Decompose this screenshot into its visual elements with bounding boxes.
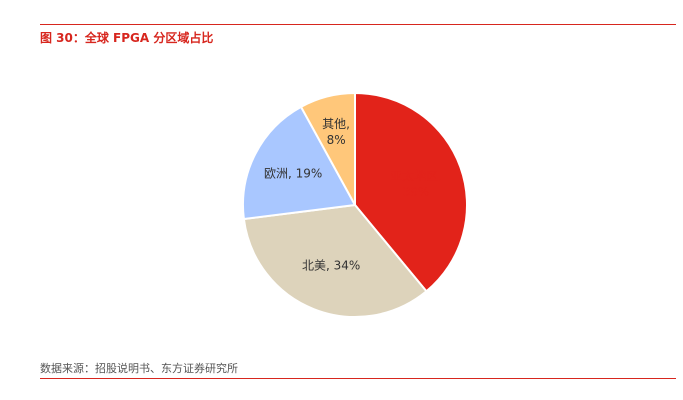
pie-label-0: 亚太地区, 39%	[390, 168, 442, 199]
bottom-rule	[40, 378, 676, 379]
pie-slice-3	[299, 91, 356, 206]
pie-slice-1	[242, 203, 428, 319]
pie-label-2: 欧洲, 19%	[264, 167, 322, 181]
pie-label-1: 北美, 34%	[302, 258, 360, 272]
top-rule	[40, 24, 676, 25]
figure-title: 图 30：全球 FPGA 分区域占比	[40, 31, 214, 45]
pie-slice-2	[242, 105, 357, 221]
pie-slices	[242, 91, 468, 319]
source-note: 数据来源：招股说明书、东方证券研究所	[40, 362, 238, 375]
pie-labels: 亚太地区, 39% 北美, 34% 欧洲, 19% 其他, 8%	[264, 117, 442, 272]
pie-slice-0	[354, 91, 468, 293]
pie-label-3: 其他, 8%	[322, 117, 350, 147]
